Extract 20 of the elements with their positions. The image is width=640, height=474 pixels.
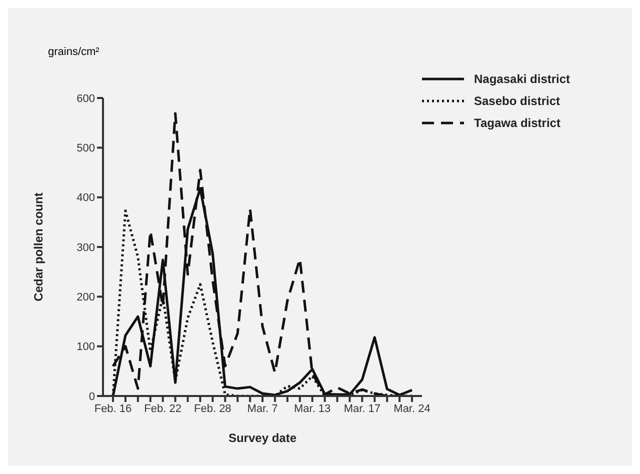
x-tick-label: Feb. 28 <box>194 402 232 415</box>
x-tick-label: Mar. 17 <box>344 402 381 415</box>
y-tick-label: 400 <box>76 192 95 204</box>
y-tick-label: 200 <box>76 292 95 304</box>
x-tick-label: Mar. 13 <box>294 402 331 415</box>
y-tick-label: 100 <box>76 341 95 354</box>
legend-label: Tagawa district <box>474 116 560 130</box>
y-tick-label: 500 <box>76 142 95 155</box>
y-tick-label: 300 <box>76 242 95 254</box>
x-axis-title: Survey date <box>228 431 297 445</box>
legend-label: Nagasaki district <box>474 72 570 86</box>
y-axis-title: Cedar pollen count <box>31 192 46 302</box>
y-tick-label: 600 <box>76 92 95 105</box>
y-tick-label: 0 <box>88 390 95 403</box>
legend-label: Sasebo district <box>474 94 560 108</box>
x-tick-label: Feb. 16 <box>94 402 132 415</box>
x-tick-label: Feb. 22 <box>144 402 182 415</box>
x-tick-label: Mar. 7 <box>247 402 278 415</box>
x-tick-label: Mar. 24 <box>394 402 430 415</box>
text: grains/cm² <box>48 46 100 58</box>
